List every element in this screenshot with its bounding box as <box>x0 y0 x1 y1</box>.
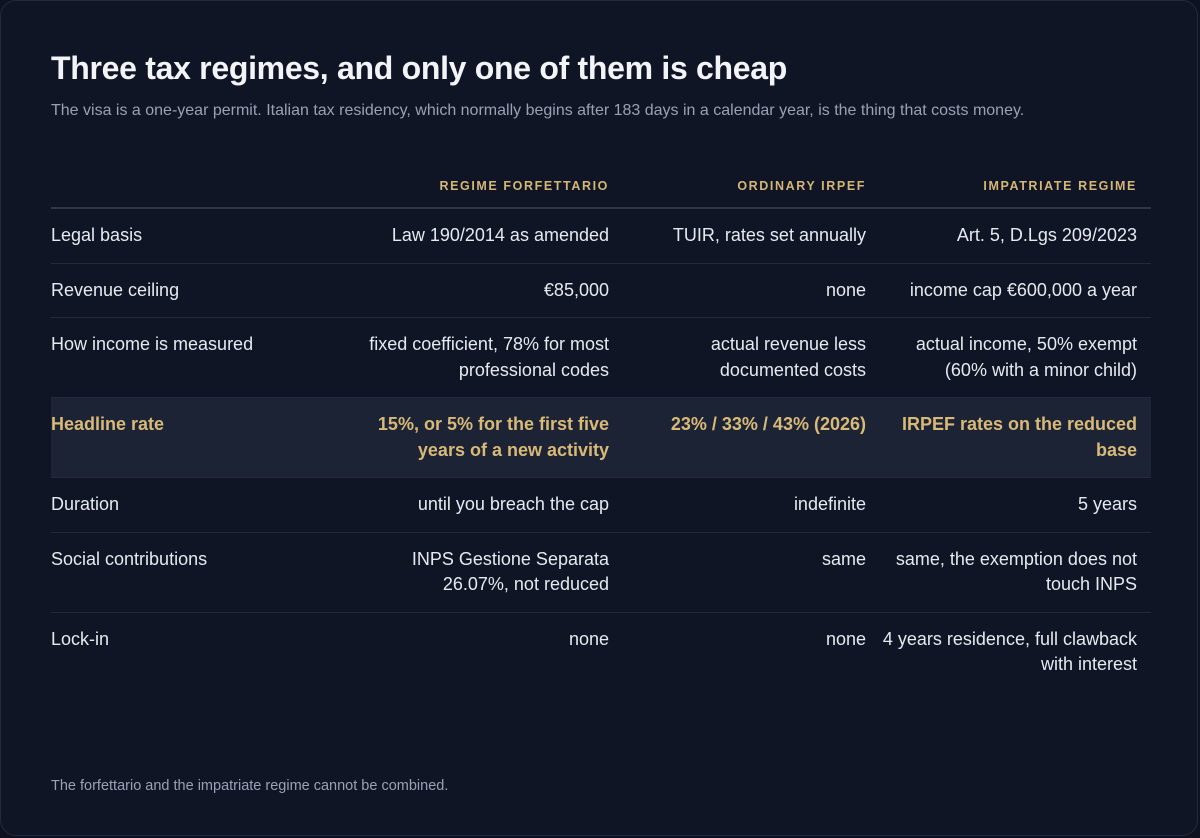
cell-irpef: same <box>623 532 880 613</box>
footnote: The forfettario and the impatriate regim… <box>51 778 449 794</box>
row-label: Duration <box>51 477 365 533</box>
cell-irpef: none <box>623 263 880 318</box>
cell-impatriate: 5 years <box>880 477 1151 533</box>
table-row-legal-basis: Legal basis Law 190/2014 as amended TUIR… <box>51 208 1151 264</box>
cell-forfettario: INPS Gestione Separata 26.07%, not reduc… <box>365 532 623 613</box>
cell-irpef: indefinite <box>623 477 880 533</box>
row-label: Social contributions <box>51 532 365 613</box>
cell-forfettario: Law 190/2014 as amended <box>365 208 623 264</box>
page-subtitle: The visa is a one-year permit. Italian t… <box>51 102 1025 119</box>
header-regime-forfettario: REGIME FORFETTARIO <box>365 164 623 209</box>
table-header-row: REGIME FORFETTARIO ORDINARY IRPEF IMPATR… <box>51 164 1151 209</box>
cell-forfettario: €85,000 <box>365 263 623 318</box>
table-row-headline-rate: Headline rate 15%, or 5% for the first f… <box>51 397 1151 478</box>
row-label: Headline rate <box>51 397 365 478</box>
table-row-income-measured: How income is measured fixed coefficient… <box>51 317 1151 398</box>
table-row-duration: Duration until you breach the cap indefi… <box>51 477 1151 533</box>
cell-irpef: none <box>825 628 866 649</box>
header-impatriate-regime: IMPATRIATE REGIME <box>880 164 1151 209</box>
row-label: Lock-in <box>51 628 110 649</box>
table-row-revenue-ceiling: Revenue ceiling €85,000 none income cap … <box>51 263 1151 318</box>
row-label: Revenue ceiling <box>51 263 365 318</box>
cell-impatriate: IRPEF rates on the reduced base <box>880 397 1151 478</box>
cell-forfettario: 15%, or 5% for the first five years of a… <box>365 397 623 478</box>
table-row-lock-in: Lock-in none none 4 years residence, ful… <box>51 612 1151 692</box>
regimes-table: REGIME FORFETTARIO ORDINARY IRPEF IMPATR… <box>51 164 1151 692</box>
cell-irpef: 23% / 33% / 43% (2026) <box>623 397 880 478</box>
cell-impatriate: income cap €600,000 a year <box>880 263 1151 318</box>
cell-impatriate: 4 years residence, full clawback with in… <box>882 628 1137 675</box>
table-row-social-contributions: Social contributions INPS Gestione Separ… <box>51 532 1151 613</box>
header-ordinary-irpef: ORDINARY IRPEF <box>623 164 880 209</box>
cell-impatriate: same, the exemption does not touch INPS <box>880 532 1151 613</box>
cell-forfettario: until you breach the cap <box>365 477 623 533</box>
cell-irpef: TUIR, rates set annually <box>623 208 880 264</box>
row-label: How income is measured <box>51 317 365 398</box>
cell-forfettario: none <box>568 628 609 649</box>
page-title: Three tax regimes, and only one of them … <box>51 50 788 86</box>
row-label: Legal basis <box>51 208 365 264</box>
cell-forfettario: fixed coefficient, 78% for most professi… <box>365 317 623 398</box>
header-cell-empty <box>51 164 365 209</box>
cell-impatriate: actual income, 50% exempt (60% with a mi… <box>880 317 1151 398</box>
cell-irpef: actual revenue less documented costs <box>623 317 880 398</box>
cell-impatriate: Art. 5, D.Lgs 209/2023 <box>880 208 1151 264</box>
